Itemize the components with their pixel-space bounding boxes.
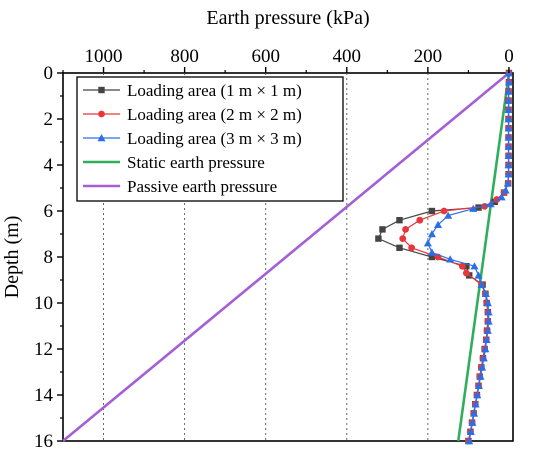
x-axis-label: Earth pressure (kPa) bbox=[206, 7, 369, 29]
y-tick-label: 2 bbox=[44, 109, 54, 130]
data-point-square bbox=[428, 253, 436, 261]
data-point-triangle bbox=[465, 437, 474, 445]
y-tick-label: 12 bbox=[34, 339, 53, 360]
data-point-circle bbox=[462, 269, 470, 277]
y-axis-label: Depth (m) bbox=[1, 216, 23, 299]
data-point-square bbox=[428, 207, 436, 215]
x-tick-label: 200 bbox=[414, 46, 443, 67]
data-point-circle bbox=[98, 110, 105, 118]
data-point-triangle bbox=[504, 96, 513, 104]
data-point-triangle bbox=[504, 87, 513, 95]
data-point-triangle bbox=[478, 363, 487, 371]
data-point-circle bbox=[416, 216, 424, 224]
y-tick-label: 8 bbox=[44, 247, 54, 268]
x-tick-label: 400 bbox=[333, 46, 362, 67]
legend-label: Static earth pressure bbox=[127, 153, 265, 172]
legend-label: Passive earth pressure bbox=[127, 177, 277, 196]
x-tick-label: 0 bbox=[504, 46, 514, 67]
data-point-triangle bbox=[483, 326, 492, 334]
data-point-triangle bbox=[469, 204, 478, 212]
data-point-triangle bbox=[444, 211, 453, 219]
data-point-triangle bbox=[473, 391, 482, 399]
data-point-triangle bbox=[504, 142, 513, 150]
legend: Loading area (1 m × 1 m) Loading area (2 … bbox=[76, 76, 344, 202]
data-point-triangle bbox=[484, 317, 493, 325]
data-point-triangle bbox=[483, 299, 492, 307]
data-point-triangle bbox=[477, 280, 486, 288]
data-point-triangle bbox=[504, 105, 513, 113]
y-tick-label: 16 bbox=[34, 431, 53, 452]
data-point-triangle bbox=[501, 186, 510, 194]
data-point-triangle bbox=[484, 308, 493, 316]
data-point-triangle bbox=[504, 151, 513, 159]
y-tick-label: 10 bbox=[34, 293, 53, 314]
data-point-triangle bbox=[446, 255, 455, 263]
x-tick-label: 600 bbox=[251, 46, 280, 67]
series-line bbox=[456, 72, 511, 442]
data-point-circle bbox=[440, 207, 448, 215]
data-point-triangle bbox=[427, 248, 436, 256]
data-point-circle bbox=[408, 244, 416, 252]
legend-label: Loading area (2 m × 2 m) bbox=[127, 105, 302, 124]
data-point-square bbox=[396, 217, 403, 224]
data-point-triangle bbox=[504, 115, 513, 123]
data-point-triangle bbox=[474, 271, 483, 279]
x-tick-label: 1000 bbox=[85, 46, 123, 67]
data-point-square bbox=[98, 86, 105, 94]
data-point-triangle bbox=[504, 124, 513, 132]
data-point-square bbox=[375, 235, 382, 242]
data-point-circle bbox=[399, 235, 407, 243]
data-point-triangle bbox=[482, 335, 491, 343]
legend-label: Loading area (3 m × 3 m) bbox=[127, 129, 302, 148]
data-point-triangle bbox=[434, 220, 442, 228]
data-point-triangle bbox=[481, 345, 490, 353]
data-point-triangle bbox=[497, 193, 506, 201]
data-point-triangle bbox=[466, 427, 475, 435]
data-point-triangle bbox=[481, 289, 490, 297]
data-point-triangle bbox=[470, 409, 479, 417]
y-tick-label: 6 bbox=[44, 201, 54, 222]
data-point-triangle bbox=[97, 134, 106, 142]
data-point-square bbox=[379, 226, 386, 233]
series-layer bbox=[62, 69, 513, 445]
y-tick-label: 14 bbox=[34, 385, 54, 406]
y-tick-label: 0 bbox=[44, 63, 54, 84]
x-tick-label: 800 bbox=[170, 46, 199, 67]
data-point-triangle bbox=[423, 239, 432, 247]
data-point-triangle bbox=[468, 418, 477, 426]
data-point-triangle bbox=[504, 161, 513, 169]
data-point-triangle bbox=[486, 200, 495, 208]
legend-box bbox=[76, 76, 344, 202]
y-tick-label: 4 bbox=[44, 155, 54, 176]
data-point-triangle bbox=[504, 78, 513, 86]
axes-layer: 1000 800 600 400 200 0 0 2 4 6 8 10 12 14 16 bbox=[34, 46, 514, 452]
data-point-triangle bbox=[427, 230, 436, 238]
data-point-triangle bbox=[503, 179, 512, 187]
data-point-triangle bbox=[474, 381, 483, 389]
data-point-circle bbox=[458, 262, 466, 270]
data-point-square bbox=[396, 244, 403, 251]
series-line bbox=[62, 71, 510, 443]
data-point-circle bbox=[402, 226, 409, 233]
data-point-triangle bbox=[504, 170, 513, 178]
data-point-triangle bbox=[504, 133, 513, 141]
data-point-triangle bbox=[471, 400, 480, 408]
data-point-triangle bbox=[479, 354, 488, 362]
legend-label: Loading area (1 m × 1 m) bbox=[127, 81, 302, 100]
data-point-triangle bbox=[470, 262, 479, 270]
data-point-triangle bbox=[476, 372, 485, 380]
data-point-square bbox=[463, 263, 470, 270]
